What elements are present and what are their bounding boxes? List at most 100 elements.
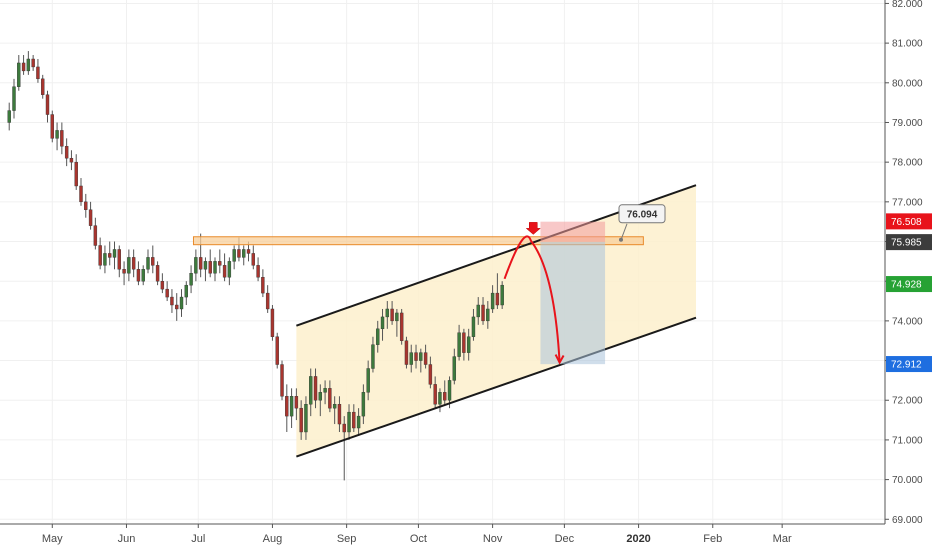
candle [227,257,232,286]
candle-body [122,269,126,274]
candle-body [232,249,236,262]
projection-curve [503,235,561,363]
price-badge: 76.508 [886,213,932,230]
resistance-zone [192,236,644,246]
candle-body [462,332,466,353]
candle-body [275,336,279,365]
candle [471,308,476,341]
candle-body [60,130,64,147]
candle [127,249,131,282]
y-tick-label: 77.000 [892,197,923,208]
candle [160,273,165,294]
candle [352,404,356,432]
candle [289,388,294,429]
risk-box [540,221,606,242]
candle [265,285,270,313]
x-tick-label: Nov [483,533,503,545]
candle-body [74,161,78,187]
candle [356,408,361,436]
candle [7,102,11,131]
candle [155,261,160,286]
candle [184,281,188,306]
candle-body [242,249,246,258]
candle [313,368,318,409]
candle [414,344,418,369]
price-badge: 72.912 [886,356,932,373]
candle-body [41,78,45,95]
candle [146,249,150,274]
callout-leader [620,223,628,240]
candle [481,297,485,325]
candle [409,344,413,373]
candle-body [7,110,11,123]
y-tick-label: 71.000 [892,435,923,446]
candle-body [141,269,145,282]
candle-body [50,114,54,139]
candle-body [208,261,212,274]
candle [64,138,69,167]
candle-body [165,288,169,298]
candle-body [309,376,313,405]
candle [98,237,102,270]
candle-body [98,245,102,266]
candle-body [218,261,222,266]
candle [251,245,256,270]
candle [342,416,346,481]
candle [304,396,308,440]
candle-body [471,316,476,337]
candle [490,285,495,313]
candle-body [500,284,504,306]
candle-body [457,332,461,357]
candle [141,265,145,286]
candle [208,249,212,278]
candle-body [347,411,351,433]
candle-body [103,253,107,266]
candle-body [313,376,318,401]
candle-body [79,185,83,203]
candle-body [131,257,136,270]
candle-body [385,308,390,318]
candle-body [175,304,179,310]
channel-area [296,185,697,457]
candle-body [304,404,308,433]
candle [74,154,78,190]
y-tick-label: 82.000 [892,0,923,10]
candle [404,336,409,369]
candle [175,293,179,321]
price-badge-bg [886,356,932,373]
candle [366,360,370,401]
price-badge-bg [886,234,932,251]
callout: 76.094 [618,204,666,242]
candle-body [419,352,423,361]
candle [131,249,136,278]
candle [151,245,155,274]
candle [318,384,323,417]
candle-body [93,225,98,246]
candle [165,281,169,302]
candles [7,51,504,481]
candle [323,380,327,405]
candle-body [251,253,256,266]
candle-body [112,249,117,258]
candle-body [495,292,500,306]
candle-body [332,404,337,409]
candle [41,74,45,99]
candle [12,78,16,119]
price-badge-label: 75.985 [891,238,922,249]
y-tick-label: 70.000 [892,475,923,486]
x-tick-label: Jun [118,533,136,545]
candle [275,332,279,369]
x-tick-label: Oct [410,533,427,545]
candle-body [36,66,40,80]
candle-body [399,312,404,341]
candle-body [31,58,35,68]
candle [380,308,385,341]
candle-body [189,273,193,286]
candle-body [151,257,155,266]
x-tick-label: Jul [191,533,205,545]
y-tick-label: 80.000 [892,78,923,89]
candle-body [428,364,433,385]
candle [31,55,35,71]
candle-body [69,157,74,163]
